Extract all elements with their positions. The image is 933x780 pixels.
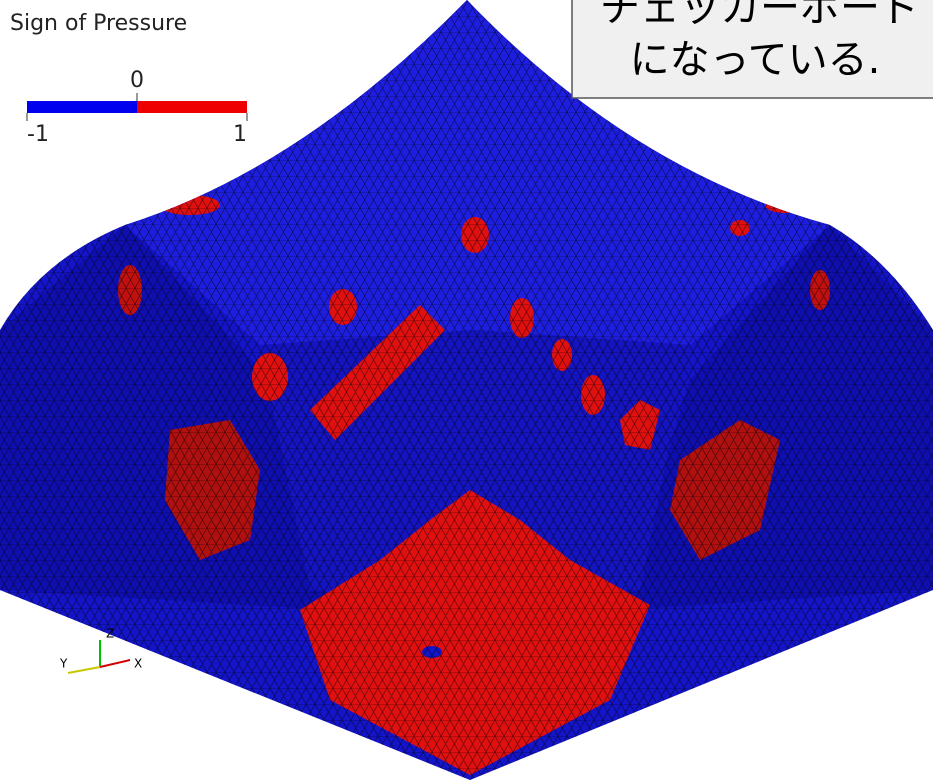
colorbar-title: Sign of Pressure [10,11,187,36]
annotation-line: になっている. [630,37,881,83]
annotation-line: チェッカーボード [600,0,920,31]
axis-label: Z [106,627,114,641]
colorbar-tick-label: -1 [27,122,49,147]
colorbar-tick-label: 0 [130,68,144,93]
viewport: チェッカーボード になっている. Sign of Pressure -1 0 1 Z… [0,0,933,780]
colorbar-tick-label: 1 [233,122,247,147]
axis-label: X [134,657,142,671]
colorbar-segment [137,101,247,113]
colorbar-segment [27,101,137,113]
axis-label: Y [59,657,68,671]
colorbar: -1 0 1 [27,68,247,147]
